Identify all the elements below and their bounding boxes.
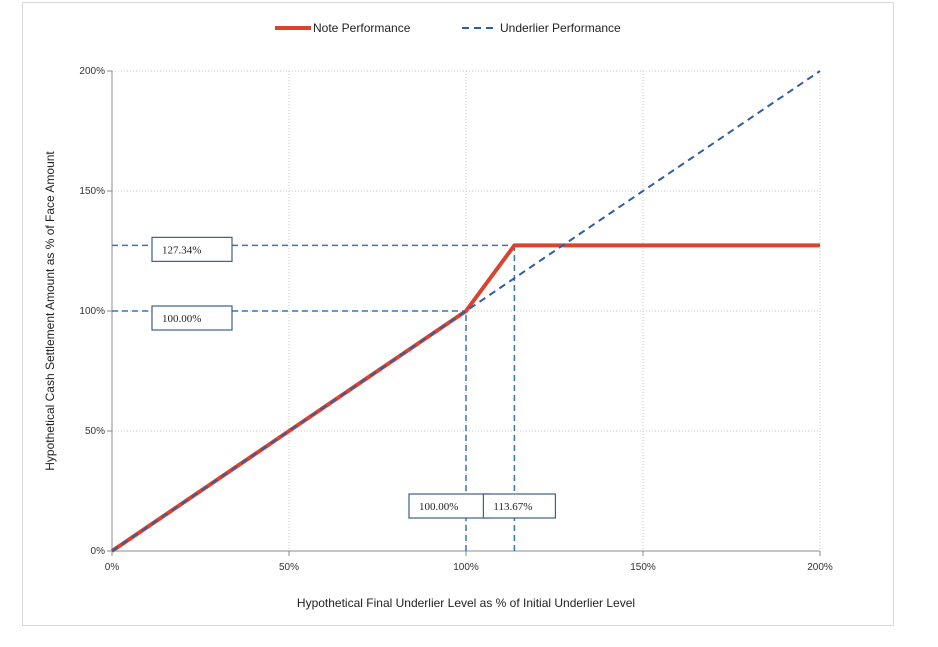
callout-box: 100.00% [408,493,490,519]
y-tick-label: 200% [79,66,105,77]
x-tick-label: 100% [453,562,479,573]
y-tick-label: 150% [79,186,105,197]
series-layer [110,70,821,553]
callout-box: 113.67% [482,493,556,519]
callout-rect [151,305,233,331]
y-tick-label: 100% [79,306,105,317]
legend-label: Note Performance [313,21,411,35]
callout-label: 127.34% [162,244,201,256]
y-axis-title: Hypothetical Cash Settlement Amount as %… [43,151,57,471]
callout-label: 100.00% [419,501,458,513]
callout-rect [408,493,490,519]
legend-label: Underlier Performance [500,21,621,35]
legend: Note Performance Underlier Performance [275,21,621,35]
y-tick-label: 0% [91,546,106,557]
x-tick-label: 50% [279,562,299,573]
callout-box: 100.00% [151,305,233,331]
x-tick-label: 0% [105,562,120,573]
callout-box: 127.34% [151,236,233,262]
x-tick-label: 200% [807,562,833,573]
callout-rect [482,493,556,519]
x-tick-label: 150% [630,562,656,573]
callout-rect [151,236,233,262]
callout-label: 113.67% [493,501,532,513]
series-line-note-performance [110,243,820,553]
series-line-underlier-performance [111,70,821,552]
y-tick-label: 50% [85,426,105,437]
callout-label: 100.00% [162,313,201,325]
x-axis-title: Hypothetical Final Underlier Level as % … [297,596,635,610]
callout-layer: 127.34% 100.00% 100.00% 113.67% [151,236,556,519]
